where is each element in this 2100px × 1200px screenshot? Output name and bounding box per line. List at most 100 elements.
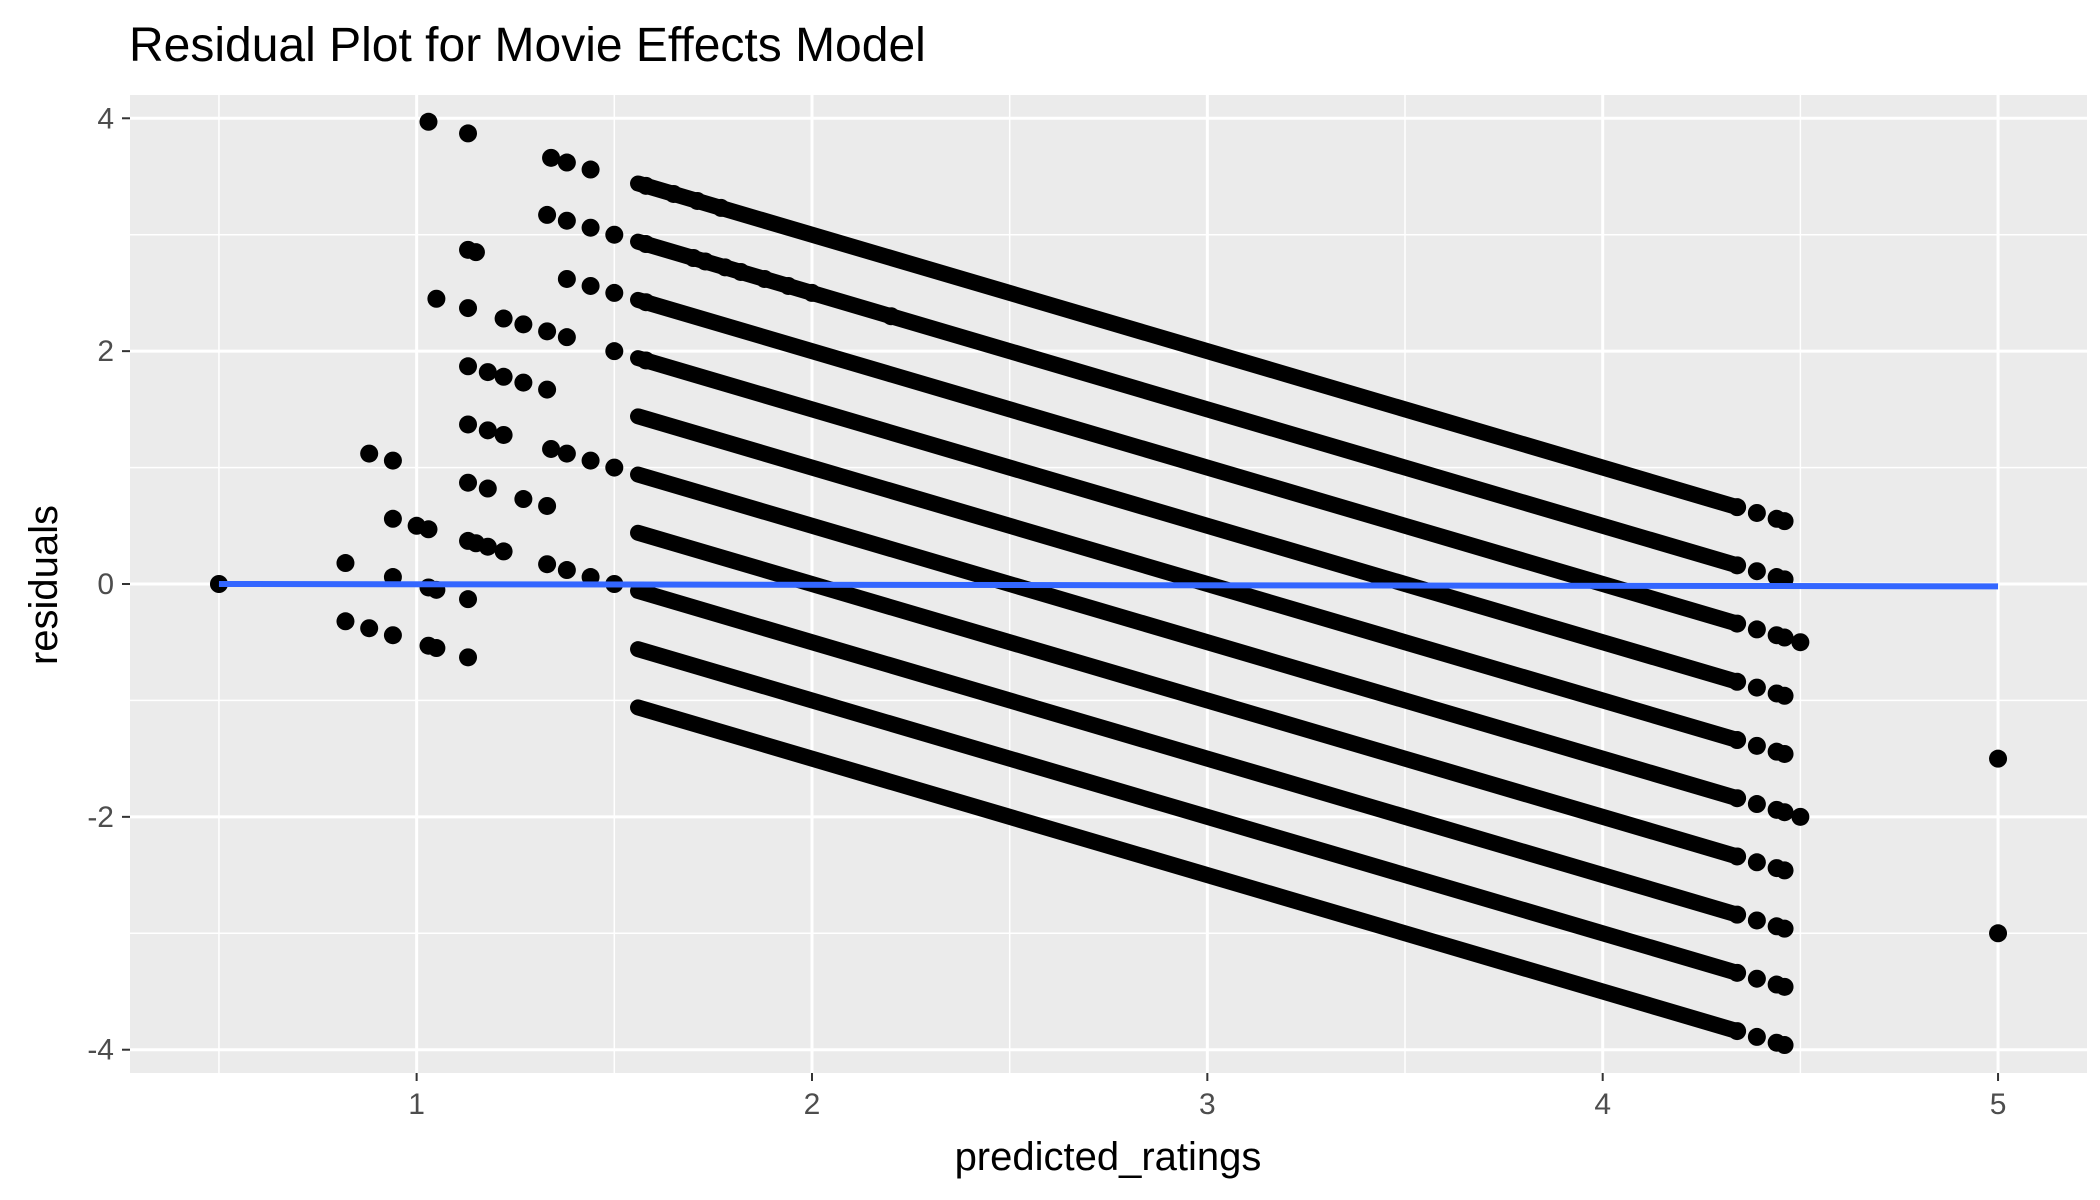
residual-band: [630, 350, 1742, 689]
residual-point: [336, 612, 355, 631]
residual-point: [478, 421, 497, 440]
residual-point: [336, 554, 355, 573]
residual-point: [419, 520, 438, 539]
residual-point: [459, 415, 478, 434]
residual-band: [630, 291, 1742, 631]
residual-point: [1747, 736, 1766, 755]
residual-point: [696, 252, 715, 271]
residual-point: [383, 509, 402, 528]
residual-point: [383, 626, 402, 645]
residual-point: [1747, 969, 1766, 988]
y-axis: -4 -2 0 2 4: [87, 102, 130, 1067]
residual-point: [1775, 628, 1794, 647]
residual-point: [605, 283, 624, 302]
residual-point: [779, 276, 798, 295]
residual-point: [466, 243, 485, 262]
residual-band: [630, 408, 1742, 747]
residual-point: [1775, 861, 1794, 880]
residual-point: [1747, 795, 1766, 814]
residual-point: [514, 373, 533, 392]
residual-point: [494, 542, 513, 561]
residual-point: [383, 451, 402, 470]
residual-point: [1775, 803, 1794, 822]
residual-point: [1728, 789, 1747, 808]
residual-point: [542, 148, 561, 167]
residual-point: [1728, 963, 1747, 982]
y-tick-label: 4: [97, 102, 114, 135]
residual-point: [360, 619, 379, 638]
residual-point: [538, 322, 557, 341]
residual-point: [514, 315, 533, 334]
residual-point: [636, 235, 655, 254]
smooth-line: [218, 581, 1999, 590]
residual-point: [538, 205, 557, 224]
y-tick-label: -4: [87, 1034, 114, 1067]
residual-point: [1747, 911, 1766, 930]
residual-point: [459, 357, 478, 376]
residual-point: [1775, 686, 1794, 705]
residual-point: [360, 444, 379, 463]
residual-point: [1728, 905, 1747, 924]
residual-point: [605, 342, 624, 361]
residual-point: [1775, 744, 1794, 763]
x-axis: 1 2 3 4 5: [408, 1073, 2006, 1121]
residual-point: [1791, 633, 1810, 652]
residual-point: [478, 363, 497, 382]
residual-point: [1728, 731, 1747, 750]
residual-point: [688, 191, 707, 210]
residual-point: [1728, 498, 1747, 517]
residual-point: [636, 293, 655, 312]
residual-point: [581, 276, 600, 295]
residual-band: [630, 175, 1742, 514]
residual-point: [427, 289, 446, 308]
residual-point: [755, 269, 774, 288]
residual-point: [1791, 807, 1810, 826]
residual-band: [630, 466, 1742, 806]
residual-point: [1747, 678, 1766, 697]
residual-point: [557, 444, 576, 463]
residual-point: [459, 648, 478, 667]
residual-point: [427, 639, 446, 658]
smooth-line-layer: [218, 581, 1999, 590]
residual-point: [459, 124, 478, 143]
residual-point: [731, 262, 750, 281]
residual-point: [605, 225, 624, 244]
x-tick-label: 4: [1594, 1088, 1611, 1121]
residual-band: [630, 699, 1742, 1038]
residual-point: [557, 269, 576, 288]
residual-point: [478, 537, 497, 556]
residual-point: [494, 425, 513, 444]
y-axis-title: residuals: [22, 505, 66, 665]
x-axis-title: predicted_ratings: [955, 1135, 1262, 1179]
residual-point: [557, 561, 576, 580]
chart-title: Residual Plot for Movie Effects Model: [129, 19, 926, 72]
y-tick-label: -2: [87, 801, 114, 834]
residual-point: [494, 309, 513, 328]
residual-point: [538, 496, 557, 515]
residual-point: [1728, 672, 1747, 691]
residual-point: [1728, 847, 1747, 866]
residual-point: [1747, 1027, 1766, 1046]
residual-point: [1775, 1036, 1794, 1055]
residual-point: [664, 184, 683, 203]
residual-point: [581, 218, 600, 237]
residual-point: [557, 328, 576, 347]
residual-point: [636, 351, 655, 370]
residual-band: [630, 641, 1742, 980]
residual-point: [557, 153, 576, 172]
x-tick-label: 3: [1199, 1088, 1216, 1121]
residual-point: [1747, 503, 1766, 522]
residual-point: [459, 299, 478, 318]
residual-point: [712, 198, 731, 217]
residual-point: [581, 451, 600, 470]
residual-point: [1747, 853, 1766, 872]
residual-point: [1775, 919, 1794, 938]
residual-point: [1747, 562, 1766, 581]
residual-point: [605, 458, 624, 477]
residual-point: [459, 473, 478, 492]
residual-point: [1728, 1022, 1747, 1041]
residual-point: [1775, 512, 1794, 531]
x-tick-label: 5: [1990, 1088, 2007, 1121]
residual-band: [630, 582, 1742, 922]
residual-point: [716, 258, 735, 277]
